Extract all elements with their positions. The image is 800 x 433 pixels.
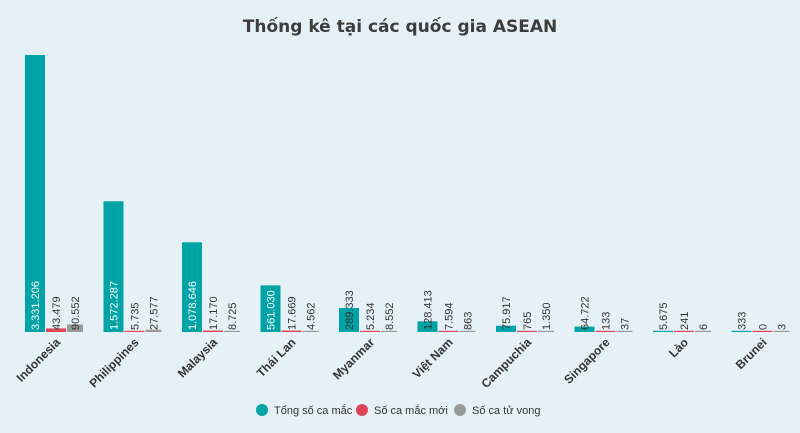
value-label-1-3: 1.078.646 bbox=[187, 281, 199, 330]
bar-3-6[interactable] bbox=[459, 330, 476, 332]
bar-3-3[interactable] bbox=[224, 330, 240, 332]
bar-3-2[interactable] bbox=[145, 329, 162, 332]
bar-2-6[interactable] bbox=[438, 330, 459, 332]
bar-3-1[interactable] bbox=[67, 324, 83, 332]
bar-3-4[interactable] bbox=[302, 330, 319, 332]
bar-1-4[interactable] bbox=[260, 285, 281, 332]
value-label-1-4: 561.030 bbox=[266, 290, 278, 330]
legend[interactable]: Tổng số ca mắc Số ca mắc mới Số ca tử vong bbox=[256, 404, 541, 417]
bar-1-6[interactable] bbox=[417, 321, 438, 332]
value-label-3-3: 8.725 bbox=[227, 302, 239, 330]
bar-2-1[interactable] bbox=[46, 328, 66, 332]
bar-2-8[interactable] bbox=[595, 330, 616, 332]
legend-marker-3[interactable] bbox=[454, 404, 466, 416]
category-label-5: Myanmar bbox=[330, 335, 377, 382]
category-label-3: Malaysia bbox=[175, 335, 221, 381]
value-label-1-1: 3.331.206 bbox=[30, 281, 42, 330]
legend-label-2[interactable]: Số ca mắc mới bbox=[374, 404, 448, 417]
value-label-2-10: 0 bbox=[758, 324, 770, 330]
bar-1-10[interactable] bbox=[731, 330, 752, 332]
value-label-1-9: 5.675 bbox=[658, 302, 670, 330]
value-label-3-2: 27.577 bbox=[149, 296, 161, 330]
category-label-4: Thái Lan bbox=[254, 335, 299, 380]
bar-1-8[interactable] bbox=[574, 326, 595, 332]
value-label-1-5: 289.333 bbox=[344, 290, 356, 330]
bar-2-7[interactable] bbox=[517, 330, 537, 332]
category-labels: Indonesia Philippines Malaysia Thái Lan Myan… bbox=[14, 335, 770, 391]
category-label-6: Việt Nam bbox=[410, 335, 456, 381]
value-label-2-6: 7.594 bbox=[444, 302, 456, 330]
bar-3-7[interactable] bbox=[538, 330, 554, 332]
category-label-9: Lào bbox=[666, 335, 691, 360]
bar-1-1[interactable] bbox=[25, 55, 45, 332]
value-label-1-8: 64.722 bbox=[580, 296, 592, 330]
bar-1-5[interactable] bbox=[339, 307, 359, 332]
value-label-3-9: 6 bbox=[698, 324, 710, 330]
category-label-10: Brunei bbox=[733, 335, 770, 372]
bar-2-2[interactable] bbox=[124, 330, 145, 332]
value-label-1-6: 128.413 bbox=[423, 290, 435, 330]
bar-1-7[interactable] bbox=[496, 325, 516, 332]
bars-layer bbox=[25, 55, 790, 332]
category-label-1: Indonesia bbox=[14, 335, 64, 385]
category-label-7: Campuchia bbox=[478, 335, 534, 391]
value-label-2-2: 5.735 bbox=[130, 302, 142, 330]
labels-layer: 3.331.206 43.479 90.552 1.572.287 5.735 27.57… bbox=[30, 281, 789, 330]
bar-2-5[interactable] bbox=[360, 330, 380, 332]
value-label-3-10: 3 bbox=[777, 324, 789, 330]
value-label-3-5: 8.552 bbox=[384, 302, 396, 330]
category-label-8: Singapore bbox=[561, 335, 613, 387]
bar-3-5[interactable] bbox=[381, 330, 397, 332]
value-label-2-5: 5.234 bbox=[365, 302, 377, 330]
legend-marker-1[interactable] bbox=[256, 404, 268, 416]
value-label-2-3: 17.170 bbox=[208, 296, 220, 330]
bar-1-2[interactable] bbox=[103, 201, 124, 332]
value-label-3-4: 4.562 bbox=[306, 302, 318, 330]
value-label-2-9: 241 bbox=[679, 312, 691, 330]
legend-marker-2[interactable] bbox=[356, 404, 368, 416]
category-label-2: Philippines bbox=[86, 335, 141, 390]
value-label-3-6: 863 bbox=[463, 312, 475, 330]
legend-label-3[interactable]: Số ca tử vong bbox=[472, 405, 541, 417]
value-label-2-1: 43.479 bbox=[51, 296, 63, 330]
bar-2-4[interactable] bbox=[281, 330, 302, 332]
chart-title: Thống kê tại các quốc gia ASEAN bbox=[243, 16, 557, 37]
bar-3-8[interactable] bbox=[616, 330, 633, 332]
bar-1-9[interactable] bbox=[653, 330, 673, 332]
bar-2-10[interactable] bbox=[752, 330, 773, 332]
value-label-2-4: 17.669 bbox=[287, 296, 299, 330]
bar-2-3[interactable] bbox=[203, 330, 223, 332]
value-label-1-10: 333 bbox=[737, 312, 749, 330]
value-label-2-8: 133 bbox=[601, 312, 613, 330]
value-label-3-8: 37 bbox=[620, 318, 632, 330]
bar-3-9[interactable] bbox=[695, 330, 711, 332]
value-label-1-7: 75.917 bbox=[501, 296, 513, 330]
bar-2-9[interactable] bbox=[674, 330, 694, 332]
bar-3-10[interactable] bbox=[773, 330, 790, 332]
value-label-1-2: 1.572.287 bbox=[109, 281, 121, 330]
value-label-2-7: 765 bbox=[522, 312, 534, 330]
value-label-3-7: 1.350 bbox=[541, 302, 553, 330]
bar-1-3[interactable] bbox=[182, 242, 202, 332]
value-label-3-1: 90.552 bbox=[70, 296, 82, 330]
legend-label-1[interactable]: Tổng số ca mắc bbox=[274, 404, 353, 417]
